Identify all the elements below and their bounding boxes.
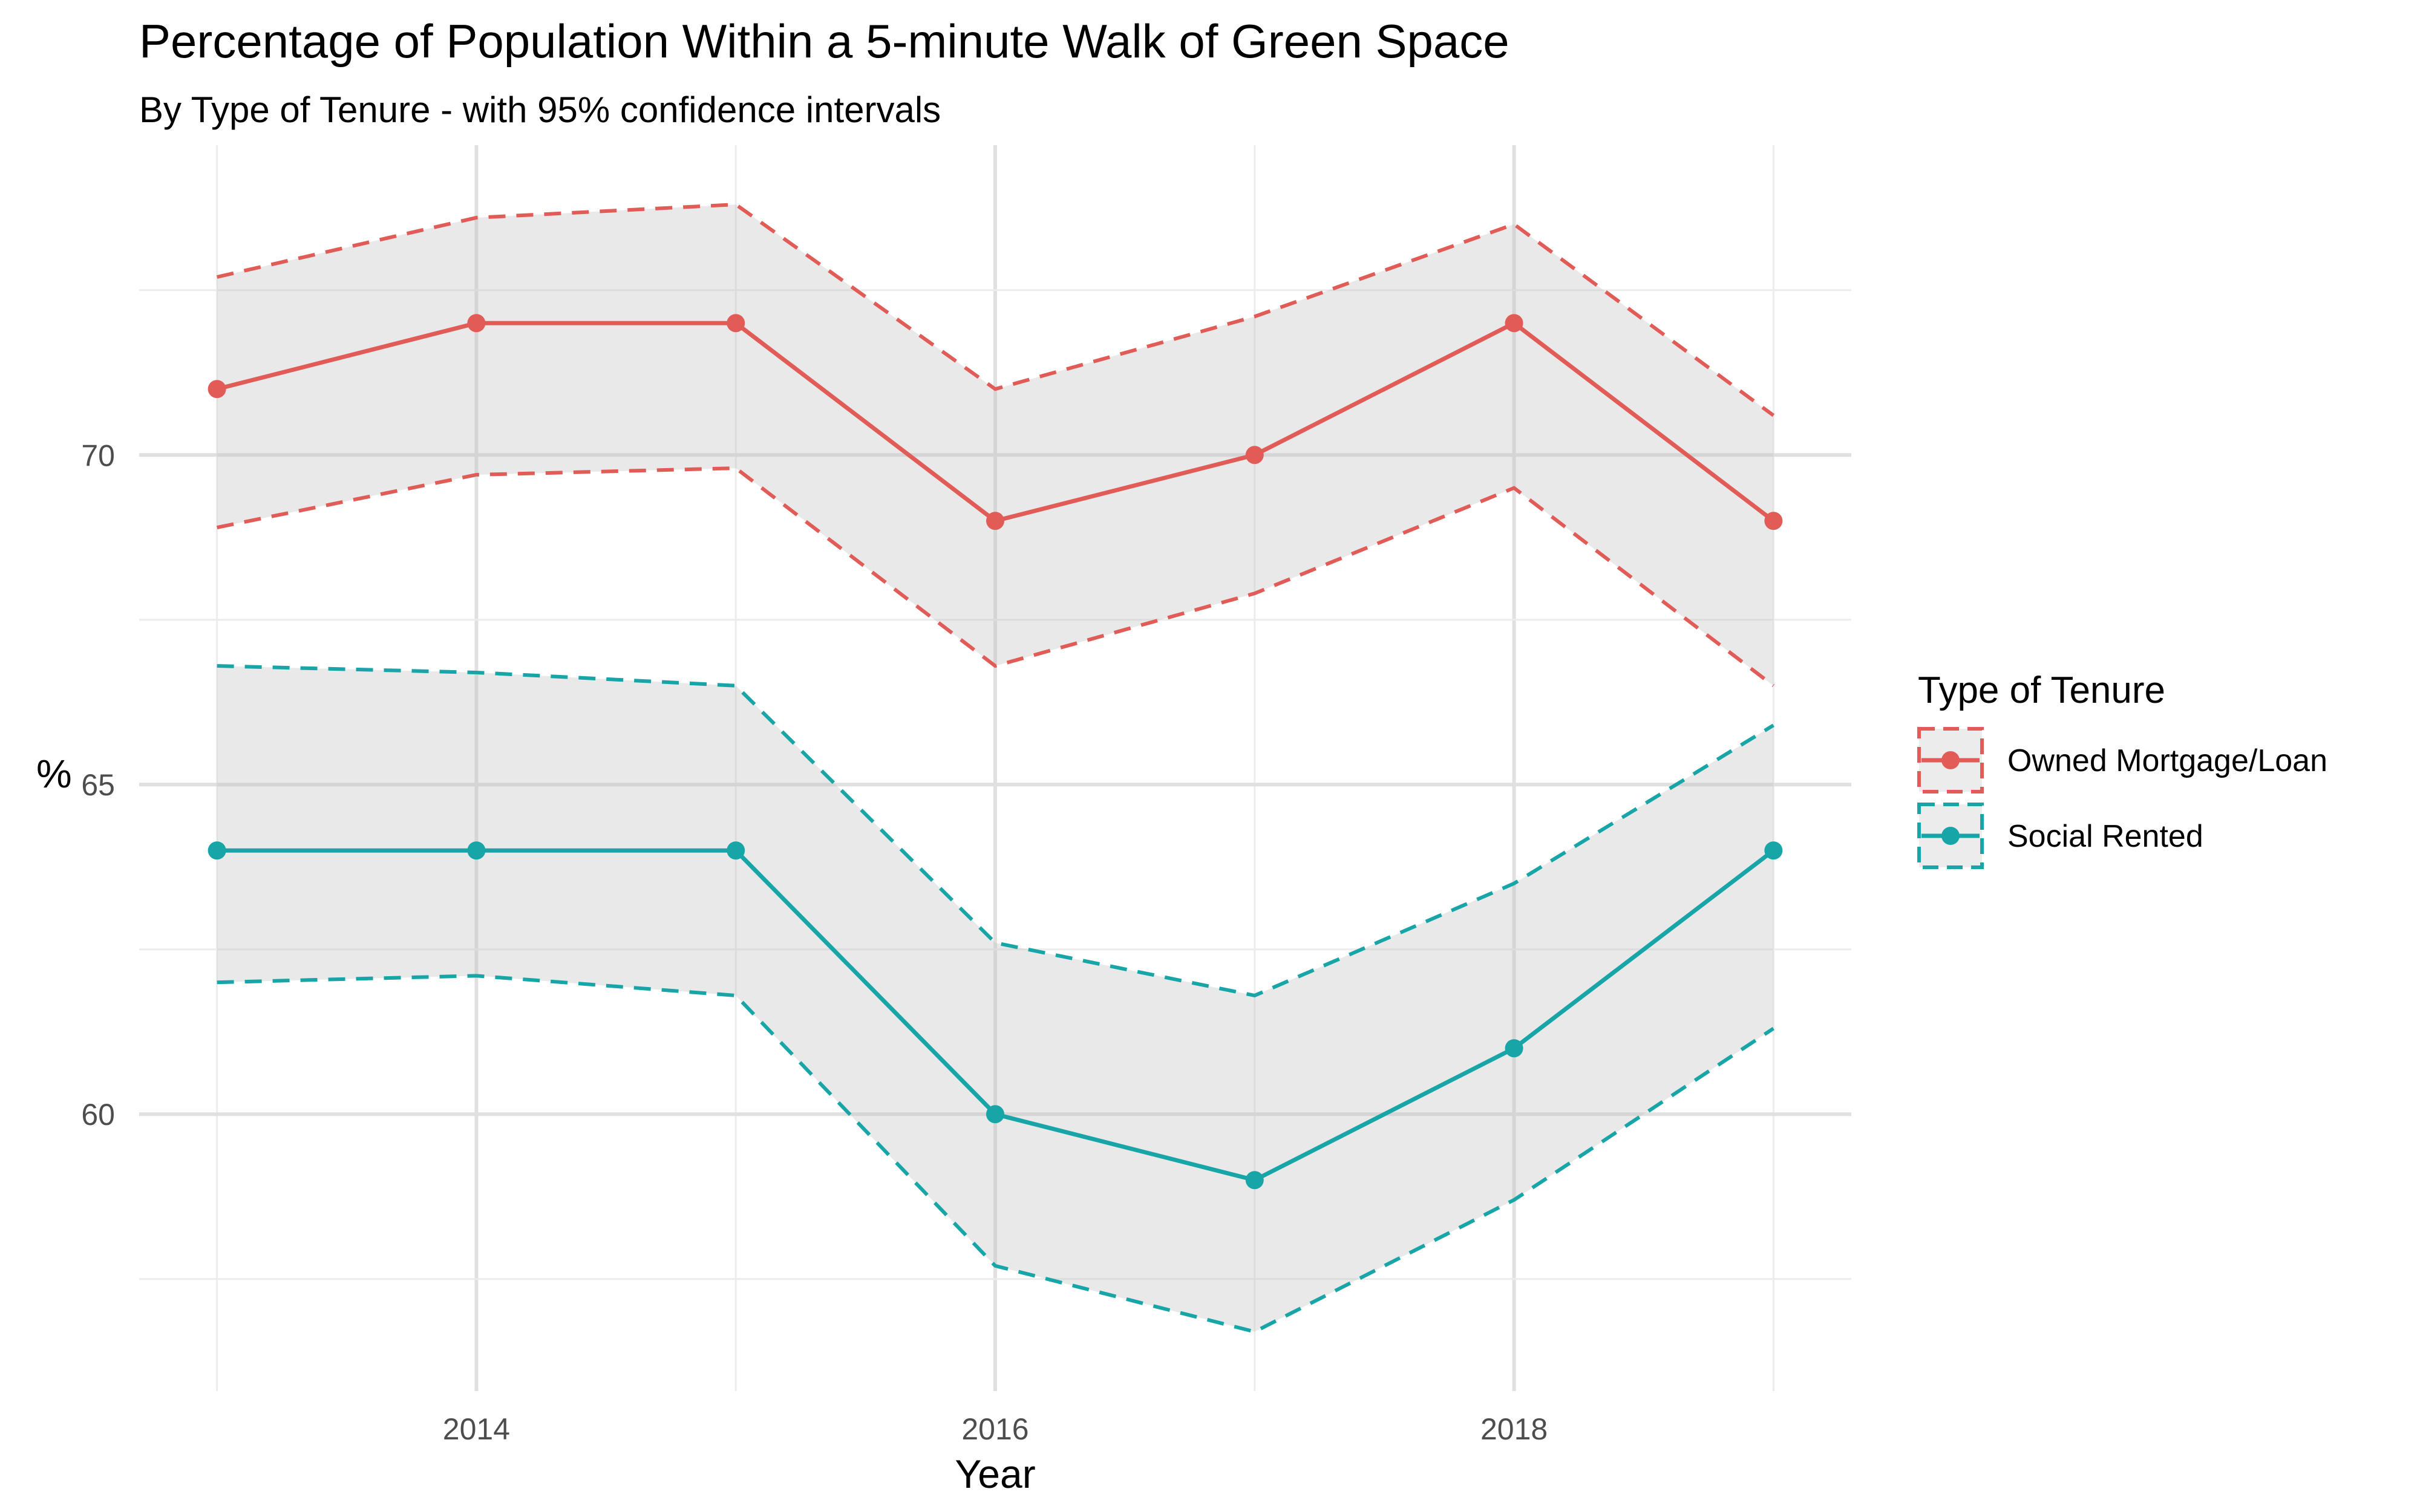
x-tick-label: 2014 (443, 1412, 510, 1446)
data-point (727, 841, 745, 860)
data-point (467, 841, 486, 860)
legend-key-point (1941, 827, 1960, 845)
data-point (1245, 1171, 1264, 1190)
ci-ribbon-1 (217, 666, 1774, 1332)
data-point (1505, 1039, 1523, 1058)
legend-key-point (1941, 751, 1960, 769)
data-point (727, 314, 745, 333)
data-point (208, 841, 226, 860)
axes: 2014 2016 2018 60 65 70 (81, 438, 1548, 1446)
legend: Type of Tenure Owned Mortgage/Loan Social… (1917, 670, 2327, 869)
chart-title: Percentage of Population Within a 5-minu… (139, 15, 1509, 68)
x-tick-label: 2016 (961, 1412, 1028, 1446)
y-tick-label: 60 (81, 1098, 115, 1132)
ci-upper-line-1 (217, 664, 1774, 998)
data-point (1764, 841, 1783, 860)
x-tick-label: 2018 (1480, 1412, 1548, 1446)
legend-label: Owned Mortgage/Loan (2007, 743, 2327, 778)
data-point (467, 314, 486, 333)
data-point (1245, 446, 1264, 464)
series-points (208, 314, 1783, 1190)
ci-upper-line-0 (216, 203, 1775, 417)
legend-item: Owned Mortgage/Loan (1917, 727, 2327, 793)
legend-item: Social Rented (1917, 803, 2203, 869)
ci-lower-line-1 (217, 974, 1775, 1334)
x-axis-title: Year (955, 1452, 1035, 1496)
y-tick-label: 65 (81, 768, 115, 802)
data-point (986, 512, 1004, 530)
legend-label: Social Rented (2007, 819, 2203, 854)
confidence-lines (216, 203, 1775, 1334)
ci-lower-line-0 (217, 466, 1775, 688)
legend-title: Type of Tenure (1918, 670, 2165, 711)
data-point (208, 380, 226, 399)
data-point (1505, 314, 1523, 333)
data-point (986, 1105, 1004, 1124)
y-axis-title: % (36, 751, 72, 796)
y-tick-label: 70 (81, 438, 115, 472)
data-point (1764, 512, 1783, 530)
chart-subtitle: By Type of Tenure - with 95% confidence … (139, 90, 941, 130)
